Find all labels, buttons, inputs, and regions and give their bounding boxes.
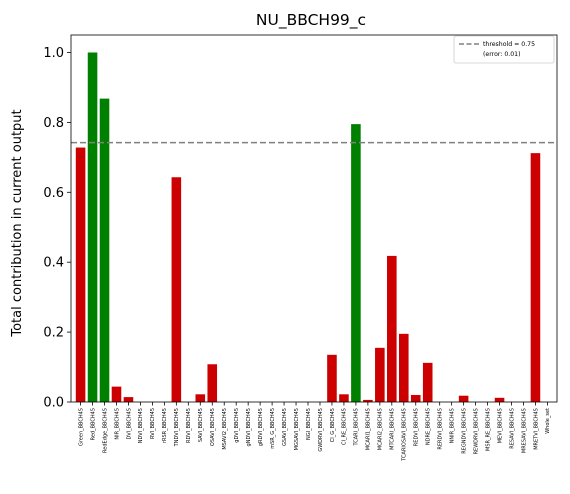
bar — [494, 397, 505, 402]
bar — [351, 124, 361, 402]
x-tick-label: gRDVI_BBCH45 — [258, 408, 264, 446]
plot-frame — [70, 34, 558, 403]
y-tick-label: 0.8 — [43, 116, 64, 131]
x-tick-label: DVI_BBCH45 — [126, 408, 132, 440]
y-tick-label: 0.2 — [43, 326, 64, 341]
bar — [75, 147, 86, 402]
x-tick-label: REWDRVI_BBCH45 — [473, 408, 479, 454]
bar — [207, 364, 218, 402]
x-tick-label: MSR_RE_BBCH45 — [485, 408, 491, 451]
x-tick-label: Green_BBCH45 — [78, 408, 84, 446]
bar — [87, 52, 98, 402]
x-tick-label: TCARIOSAVI_BBCH45 — [402, 408, 408, 462]
x-tick-label: CI_G_BBCH45 — [330, 408, 336, 442]
bar — [375, 347, 385, 402]
x-tick-label: rRSR_BBCH45 — [162, 408, 168, 443]
bar — [458, 395, 469, 402]
x-tick-label: mSR_G_BBCH45 — [270, 408, 276, 449]
x-tick-label: RedEdge_BBCH45 — [102, 408, 108, 453]
legend-line1: threshold = 0.75 — [483, 41, 535, 48]
x-tick-label: MRESAVI_BBCH45 — [521, 408, 527, 453]
bar — [410, 395, 421, 402]
bar — [398, 333, 409, 402]
x-tick-label: NNIR_BBCH45 — [449, 408, 455, 443]
x-tick-label: NGI_BBCH45 — [306, 408, 312, 440]
legend-line2: (error: 0.01) — [483, 51, 521, 58]
plot-area — [70, 34, 558, 403]
x-tick-label: MTCARI_BBCH45 — [390, 408, 396, 450]
y-tick-label: 1.0 — [43, 46, 64, 61]
x-tick-label: MCARI1_BBCH45 — [366, 408, 372, 450]
x-tick-label: RERDVI_BBCH45 — [437, 408, 443, 450]
x-tick-label: RVI_BBCH45 — [150, 408, 156, 439]
x-tick-label: REDVI_BBCH45 — [414, 408, 420, 446]
legend-box — [453, 35, 555, 64]
bar — [123, 397, 134, 402]
y-tick-label: 0.0 — [43, 396, 64, 411]
x-tick-label: MSAVI2_BBCH45 — [222, 408, 228, 450]
legend: threshold = 0.75 (error: 0.01) — [453, 35, 555, 64]
x-tick-label: RESAVI_BBCH45 — [509, 408, 515, 449]
y-axis: 0.0 0.2 0.4 0.6 0.8 1.0 — [43, 46, 71, 411]
x-tick-label: MRETVI_BBCH45 — [533, 408, 539, 450]
x-tick-label: NDVI_BBCH45 — [138, 408, 144, 443]
bar — [422, 362, 433, 402]
x-tick-label: OSAVI_BBCH45 — [210, 408, 216, 446]
x-tick-label: Red_BBCH45 — [90, 408, 96, 440]
bar — [387, 255, 397, 402]
bar — [171, 177, 182, 402]
x-tick-label: SAVI_BBCH45 — [198, 408, 204, 442]
y-tick-label: 0.6 — [43, 186, 64, 201]
x-tick-label: NDRE_BBCH45 — [426, 408, 432, 445]
x-tick-label: GWDRVI_BBCH45 — [318, 408, 324, 452]
x-tick-label: CI_RE_BBCH45 — [342, 408, 348, 445]
bar — [99, 98, 110, 402]
bar — [530, 153, 541, 402]
x-tick-label: TNDVI_BBCH45 — [174, 408, 180, 447]
x-tick-label: gDVI_BBCH45 — [234, 408, 240, 443]
bar — [195, 394, 206, 402]
x-tick-label: GSAVI_BBCH45 — [282, 408, 288, 446]
x-tick-label: gNDVI_BBCH45 — [246, 408, 252, 446]
x-tick-label: MEVI_BBCH45 — [497, 408, 503, 443]
x-tick-label: MGSAVI_BBCH45 — [294, 408, 300, 450]
y-tick-label: 0.4 — [43, 256, 64, 271]
bar — [339, 394, 349, 402]
x-tick-label: MCARI2_BBCH45 — [378, 408, 384, 450]
x-tick-label: RDVI_BBCH45 — [186, 408, 192, 443]
x-tick-label: REGNDVI_BBCH45 — [461, 408, 467, 454]
chart-title: NU_BBCH99_c — [256, 11, 366, 30]
bar — [327, 354, 337, 402]
x-axis: Green_BBCH45 Red_BBCH45 RedEdge_BBCH45 NIR_… — [78, 402, 551, 462]
bar — [111, 386, 122, 402]
y-axis-label: Total contribution in current output — [10, 109, 25, 337]
x-tick-label: Whole_set — [545, 408, 551, 434]
x-tick-label: TCARI_BBCH45 — [354, 408, 360, 447]
bar — [363, 399, 373, 402]
x-tick-label: NIR_BBCH45 — [114, 408, 120, 440]
